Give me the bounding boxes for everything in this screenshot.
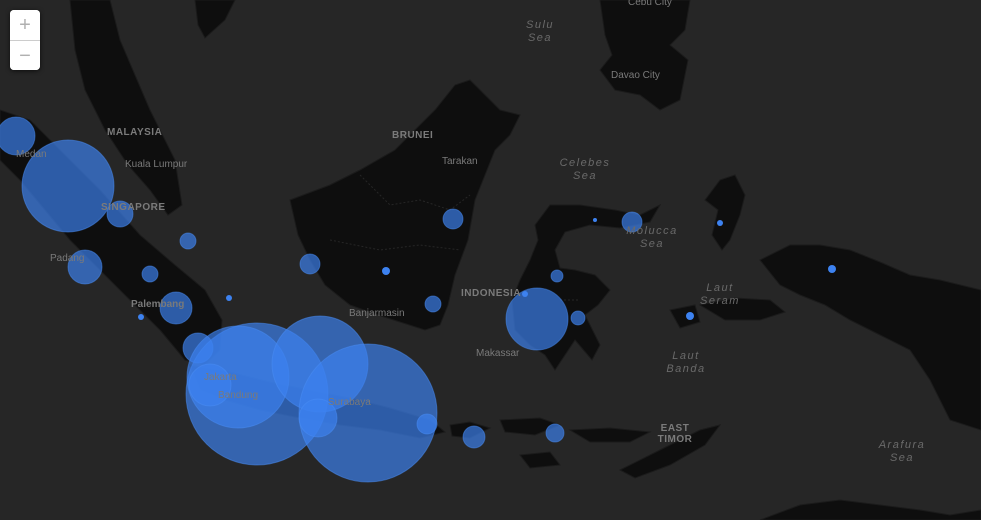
land-australia bbox=[759, 499, 981, 520]
bubble-marker[interactable] bbox=[226, 295, 232, 301]
bubble-marker[interactable] bbox=[179, 232, 197, 250]
city-label: Makassar bbox=[476, 348, 520, 359]
zoom-control: + − bbox=[10, 10, 40, 70]
land-borneo bbox=[289, 79, 521, 331]
bubble-marker[interactable] bbox=[188, 363, 232, 407]
land-halmahera bbox=[704, 174, 746, 251]
bubble-marker[interactable] bbox=[828, 265, 836, 273]
land-sumba bbox=[519, 451, 561, 469]
land-timor bbox=[618, 424, 722, 479]
bubble-marker[interactable] bbox=[159, 291, 193, 325]
zoom-out-button[interactable]: − bbox=[10, 40, 40, 70]
zoom-in-button[interactable]: + bbox=[10, 10, 40, 40]
sea-label: Celebes Sea bbox=[559, 157, 611, 182]
bubble-marker[interactable] bbox=[416, 413, 438, 435]
sea-label: Sulu Sea bbox=[525, 19, 555, 44]
bubble-marker[interactable] bbox=[106, 200, 134, 228]
city-label: Surabaya bbox=[328, 397, 371, 408]
city-label: Padang bbox=[50, 253, 85, 264]
bubble-marker[interactable] bbox=[424, 295, 442, 313]
city-label: Cebu City bbox=[628, 0, 672, 8]
country-label: INDONESIA bbox=[461, 288, 522, 299]
sea-label: Laut Seram bbox=[700, 282, 740, 307]
bubble-marker[interactable] bbox=[505, 287, 569, 351]
sea-label: Laut Banda bbox=[666, 350, 706, 375]
bubble-marker[interactable] bbox=[717, 220, 723, 226]
bubble-marker[interactable] bbox=[522, 291, 528, 297]
bubble-marker[interactable] bbox=[593, 218, 597, 222]
bubble-marker[interactable] bbox=[141, 265, 159, 283]
country-label: MALAYSIA bbox=[107, 127, 163, 138]
city-label: Palembang bbox=[131, 299, 185, 310]
bubble-marker[interactable] bbox=[545, 423, 565, 443]
land-flores bbox=[568, 427, 652, 443]
bubble-marker[interactable] bbox=[686, 312, 694, 320]
country-label: EAST TIMOR bbox=[657, 423, 693, 445]
city-label: Medan bbox=[16, 149, 47, 160]
land-palawan bbox=[194, 0, 236, 39]
bubble-marker[interactable] bbox=[21, 139, 115, 233]
land-seram bbox=[698, 297, 787, 321]
bubble-marker[interactable] bbox=[442, 208, 464, 230]
land-new-guinea bbox=[759, 244, 981, 431]
country-label: BRUNEI bbox=[392, 130, 434, 141]
city-label: Kuala Lumpur bbox=[125, 159, 188, 170]
land-buru bbox=[669, 304, 701, 329]
bubble-marker[interactable] bbox=[550, 269, 564, 283]
bubble-marker[interactable] bbox=[570, 310, 586, 326]
bubble-marker[interactable] bbox=[138, 314, 144, 320]
land-philippines bbox=[599, 0, 691, 111]
land-malay-peninsula bbox=[69, 0, 183, 216]
city-label: Jakarta bbox=[204, 372, 237, 383]
city-label: Tarakan bbox=[442, 156, 478, 167]
bubble-layer bbox=[0, 116, 836, 483]
bubble-marker[interactable] bbox=[462, 425, 486, 449]
sea-label: Molucca Sea bbox=[626, 225, 678, 250]
city-label: Davao City bbox=[611, 70, 660, 81]
city-label: Bandung bbox=[218, 390, 259, 401]
bubble-marker[interactable] bbox=[67, 249, 103, 285]
bubble-marker[interactable] bbox=[382, 267, 390, 275]
bubble-marker[interactable] bbox=[298, 343, 438, 483]
country-label: SINGAPORE bbox=[101, 202, 166, 213]
bubble-marker[interactable] bbox=[0, 116, 36, 156]
bubble-marker[interactable] bbox=[298, 398, 338, 438]
bubble-marker[interactable] bbox=[299, 253, 321, 275]
bubble-marker[interactable] bbox=[621, 211, 643, 233]
city-label: Banjarmasin bbox=[349, 308, 405, 319]
sea-label: Arafura Sea bbox=[878, 439, 926, 464]
